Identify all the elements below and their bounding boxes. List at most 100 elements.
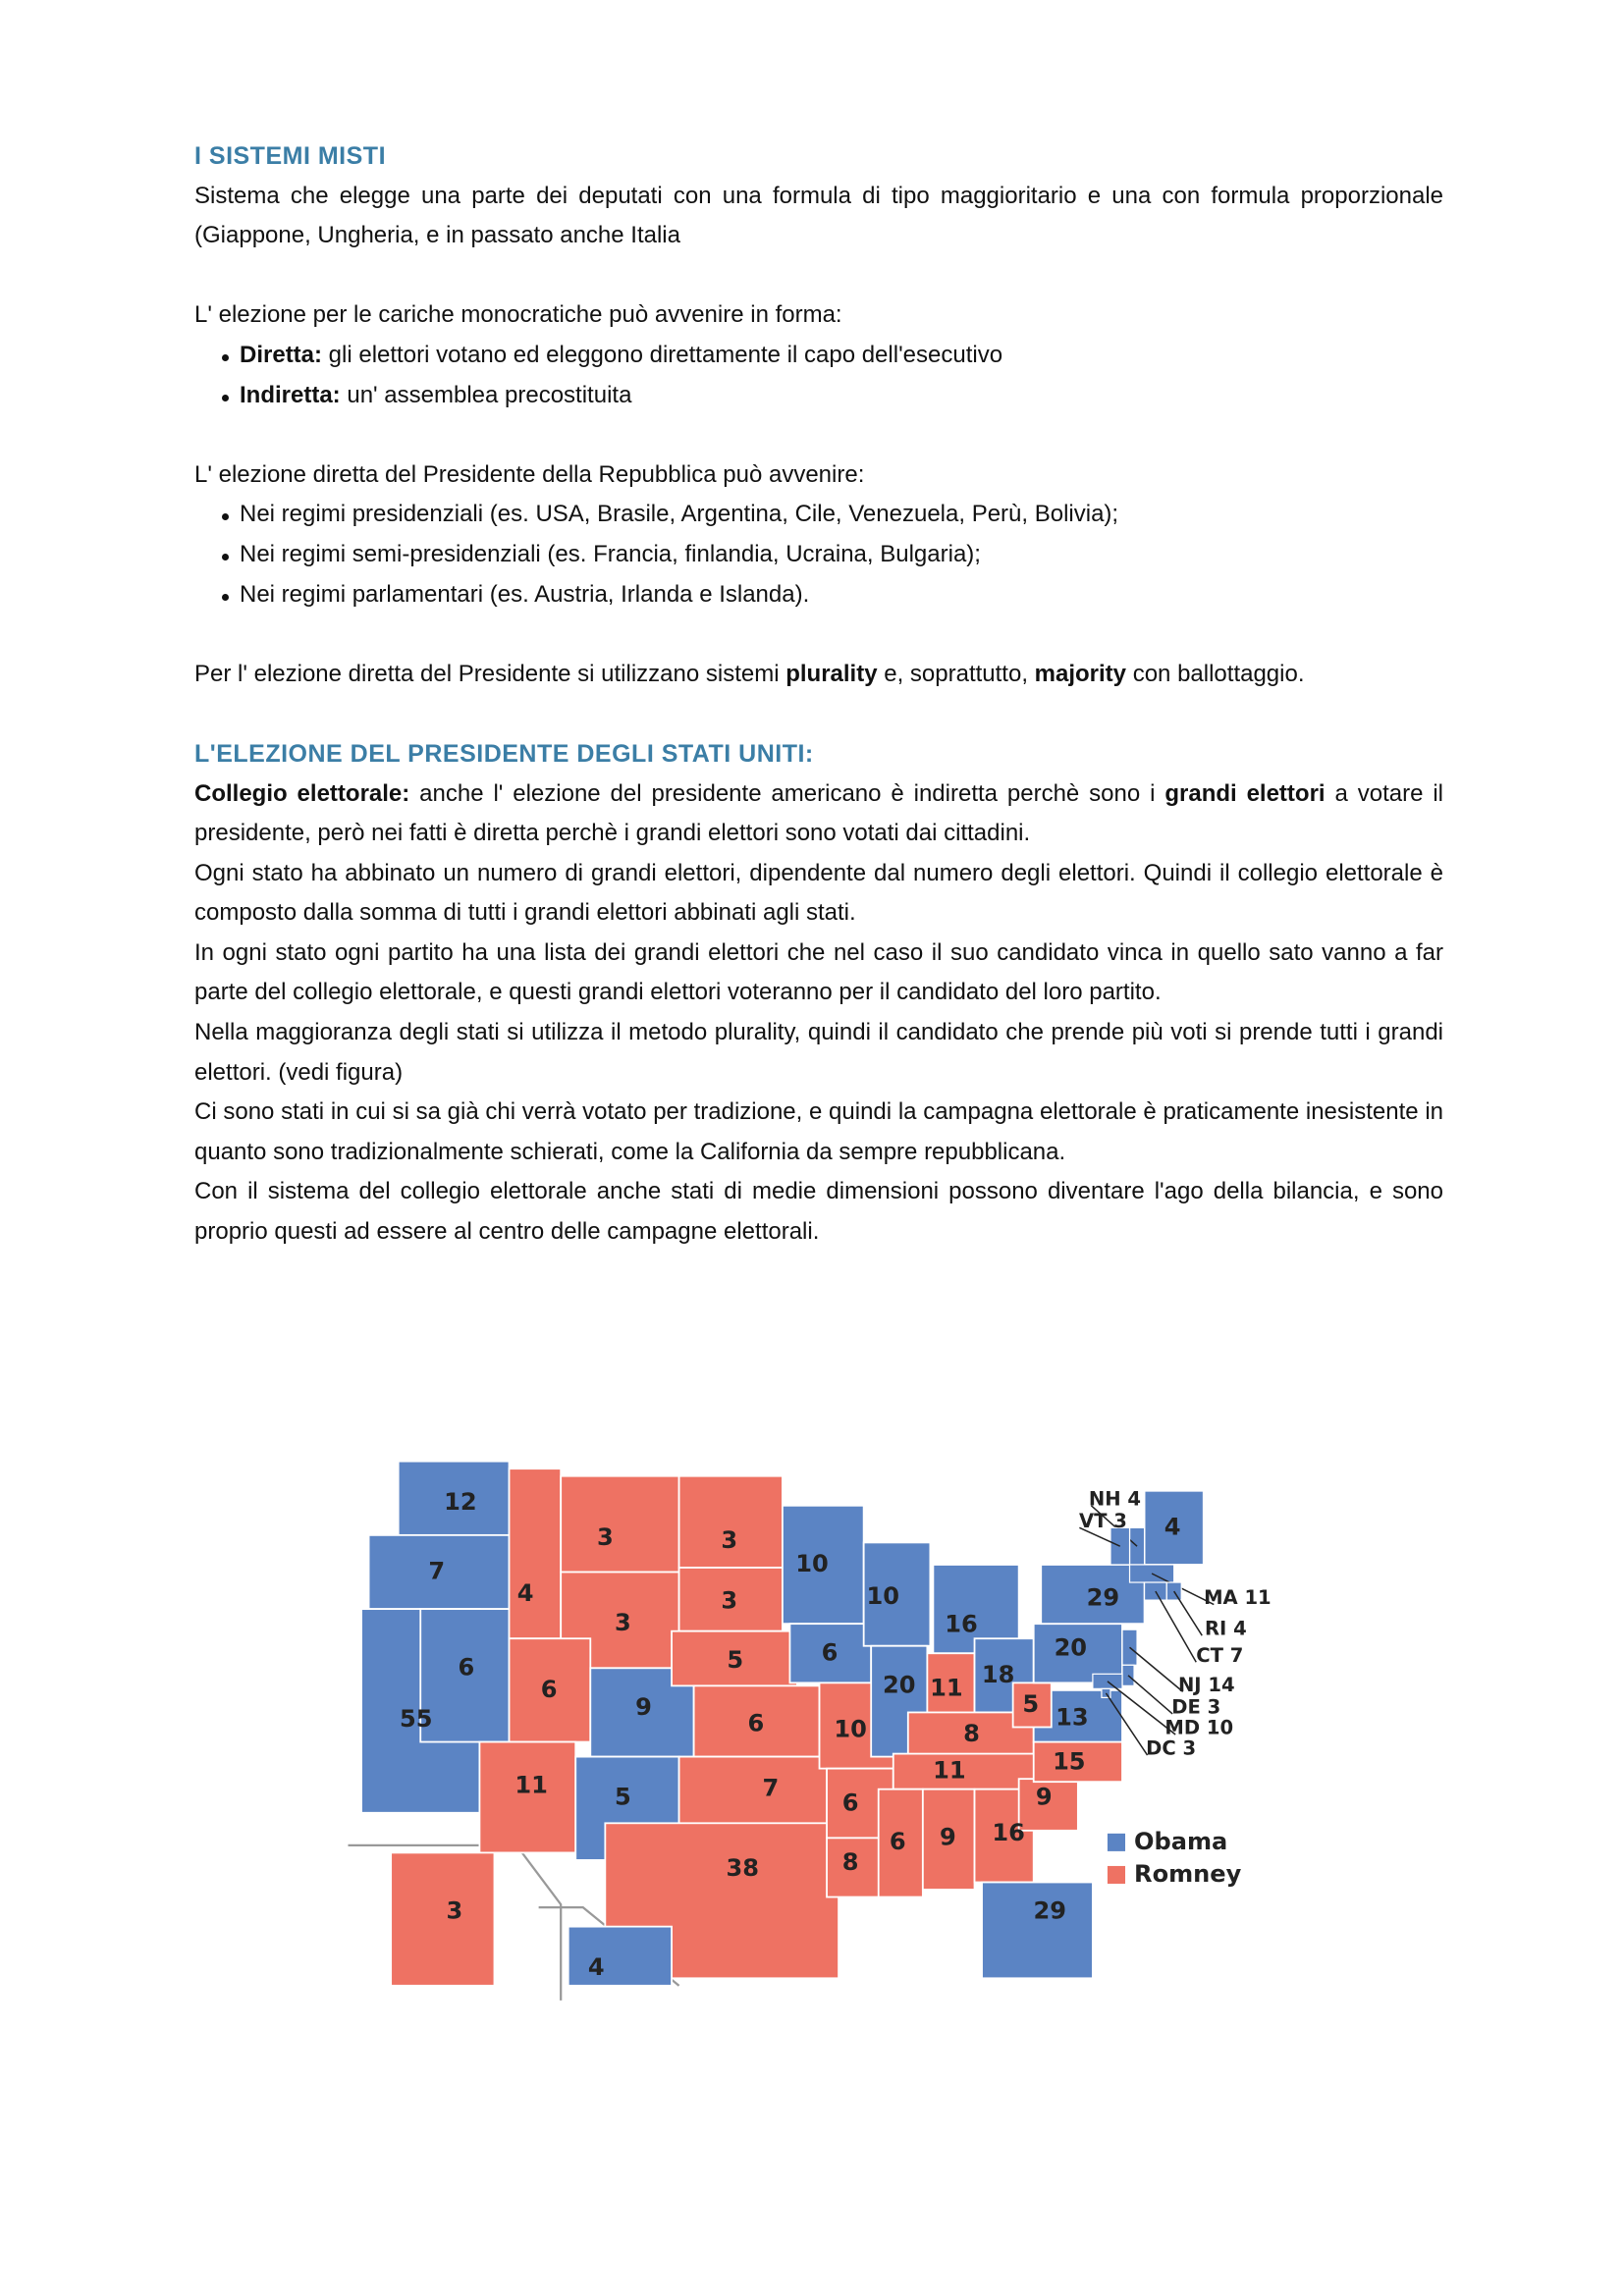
- electoral-votes: 7: [762, 1775, 779, 1802]
- paragraph: Nella maggioranza degli stati si utilizz…: [194, 1019, 1443, 1086]
- state: [567, 1925, 673, 1987]
- state: [560, 1474, 680, 1574]
- state: [877, 1788, 924, 1898]
- state-callout: MD 10: [1164, 1717, 1233, 1739]
- electoral-votes: 3: [615, 1609, 631, 1636]
- state: [862, 1541, 932, 1647]
- state-callout: NH 4: [1089, 1487, 1141, 1510]
- text: un' assemblea precostituita: [340, 381, 632, 408]
- leader-line: [1173, 1590, 1203, 1636]
- paragraph: Sistema che elegge una parte dei deputat…: [194, 182, 1443, 249]
- electoral-votes: 20: [883, 1671, 915, 1698]
- state-callout: RI 4: [1205, 1618, 1247, 1640]
- electoral-votes: 10: [795, 1550, 828, 1577]
- state: [677, 1474, 784, 1569]
- electoral-votes: 16: [945, 1611, 978, 1638]
- text: anche l' elezione del presidente america…: [409, 779, 1165, 807]
- state-callout: CT 7: [1196, 1644, 1243, 1667]
- inset-border: [348, 1843, 563, 2001]
- paragraph: Ci sono stati in cui si sa già chi verrà…: [194, 1098, 1443, 1165]
- text: a votare il presidente, però nei fatti è…: [194, 779, 1443, 847]
- legend-label: Romney: [1134, 1860, 1242, 1888]
- text: gli elettori votano ed eleggono direttam…: [322, 341, 1003, 368]
- electoral-votes: 4: [517, 1579, 534, 1607]
- electoral-votes: 5: [1022, 1690, 1039, 1718]
- electoral-votes: 6: [541, 1676, 558, 1703]
- state-callout: DE 3: [1171, 1695, 1220, 1718]
- electoral-votes: 6: [842, 1789, 859, 1817]
- state-callout: NJ 14: [1178, 1674, 1235, 1696]
- leader-line: [1105, 1692, 1149, 1756]
- electoral-votes: 20: [1055, 1634, 1088, 1662]
- electoral-votes: 3: [597, 1523, 614, 1551]
- electoral-votes: 6: [459, 1653, 475, 1681]
- section-heading: L'ELEZIONE DEL PRESIDENTE DEGLI STATI UN…: [194, 739, 814, 768]
- state: [397, 1460, 511, 1536]
- state: [788, 1623, 873, 1684]
- electoral-votes: 18: [982, 1661, 1014, 1688]
- state: [1011, 1682, 1053, 1729]
- state: [677, 1755, 828, 1828]
- state: [508, 1468, 563, 1640]
- bullet-item: Indiretta: un' assemblea precostituita: [220, 376, 1443, 416]
- state-callout: DC 3: [1146, 1737, 1196, 1760]
- electoral-votes: 10: [834, 1716, 866, 1743]
- electoral-votes: 12: [444, 1488, 477, 1516]
- state: [671, 1629, 798, 1687]
- bold-text: grandi elettori: [1164, 779, 1326, 807]
- paragraph: Con il sistema del collegio elettorale a…: [194, 1178, 1443, 1246]
- leader-line: [1129, 1646, 1184, 1692]
- state: [692, 1684, 821, 1758]
- electoral-votes: 16: [992, 1819, 1025, 1846]
- leader-line: [1107, 1681, 1176, 1735]
- paragraph: Collegio elettorale: anche l' elezione d…: [194, 774, 1443, 854]
- leader-line: [1155, 1590, 1197, 1663]
- bold-text: Collegio elettorale:: [194, 779, 410, 807]
- legend-label: Obama: [1134, 1828, 1227, 1855]
- text: e, soprattutto,: [877, 660, 1035, 687]
- electoral-votes: 11: [930, 1674, 963, 1701]
- state: [478, 1740, 577, 1854]
- section-heading: I SISTEMI MISTI: [194, 142, 387, 170]
- paragraph: L' elezione per le cariche monocratiche …: [194, 301, 842, 329]
- state: [892, 1752, 1043, 1790]
- electoral-votes: 5: [727, 1646, 743, 1674]
- state: [1110, 1526, 1131, 1566]
- electoral-votes: 6: [747, 1709, 764, 1736]
- state: [1143, 1489, 1205, 1566]
- electoral-votes: 9: [635, 1693, 652, 1721]
- electoral-votes: 3: [721, 1526, 737, 1554]
- bullet-item: Nei regimi parlamentari (es. Austria, Ir…: [220, 575, 1443, 615]
- electoral-votes: 6: [822, 1638, 839, 1666]
- electoral-votes: 29: [1034, 1897, 1067, 1925]
- leader-line: [1079, 1526, 1121, 1547]
- paragraph: Per l' elezione diretta del Presidente s…: [194, 655, 1443, 695]
- electoral-votes: 8: [963, 1720, 980, 1747]
- electoral-votes: 4: [1164, 1513, 1181, 1540]
- state: [508, 1637, 592, 1743]
- electoral-votes: 11: [933, 1757, 966, 1785]
- leader-line: [1151, 1573, 1215, 1606]
- electoral-votes: 38: [727, 1854, 760, 1882]
- text: Per l' elezione diretta del Presidente s…: [194, 660, 786, 687]
- electoral-votes: 29: [1087, 1584, 1120, 1612]
- electoral-votes: 6: [890, 1828, 906, 1855]
- bullet-item: Nei regimi presidenziali (es. USA, Brasi…: [220, 495, 1443, 535]
- document: I SISTEMI MISTI Sistema che elegge una p…: [194, 136, 1443, 1253]
- paragraph: Ogni stato ha abbinato un numero di gran…: [194, 859, 1443, 927]
- bold-text: plurality: [785, 660, 878, 687]
- electoral-votes: 13: [1056, 1703, 1088, 1731]
- state: [1040, 1564, 1146, 1626]
- electoral-votes: 55: [400, 1705, 433, 1733]
- electoral-votes: 11: [514, 1772, 548, 1799]
- bullet-item: Nei regimi semi-presidenziali (es. Franc…: [220, 535, 1443, 575]
- term: Diretta:: [240, 341, 323, 368]
- legend-swatch: [1107, 1833, 1126, 1851]
- electoral-votes: 9: [940, 1823, 956, 1850]
- term: Indiretta:: [240, 381, 341, 408]
- electoral-votes: 9: [1036, 1784, 1053, 1811]
- electoral-votes: 4: [588, 1953, 605, 1981]
- state: [981, 1881, 1094, 1980]
